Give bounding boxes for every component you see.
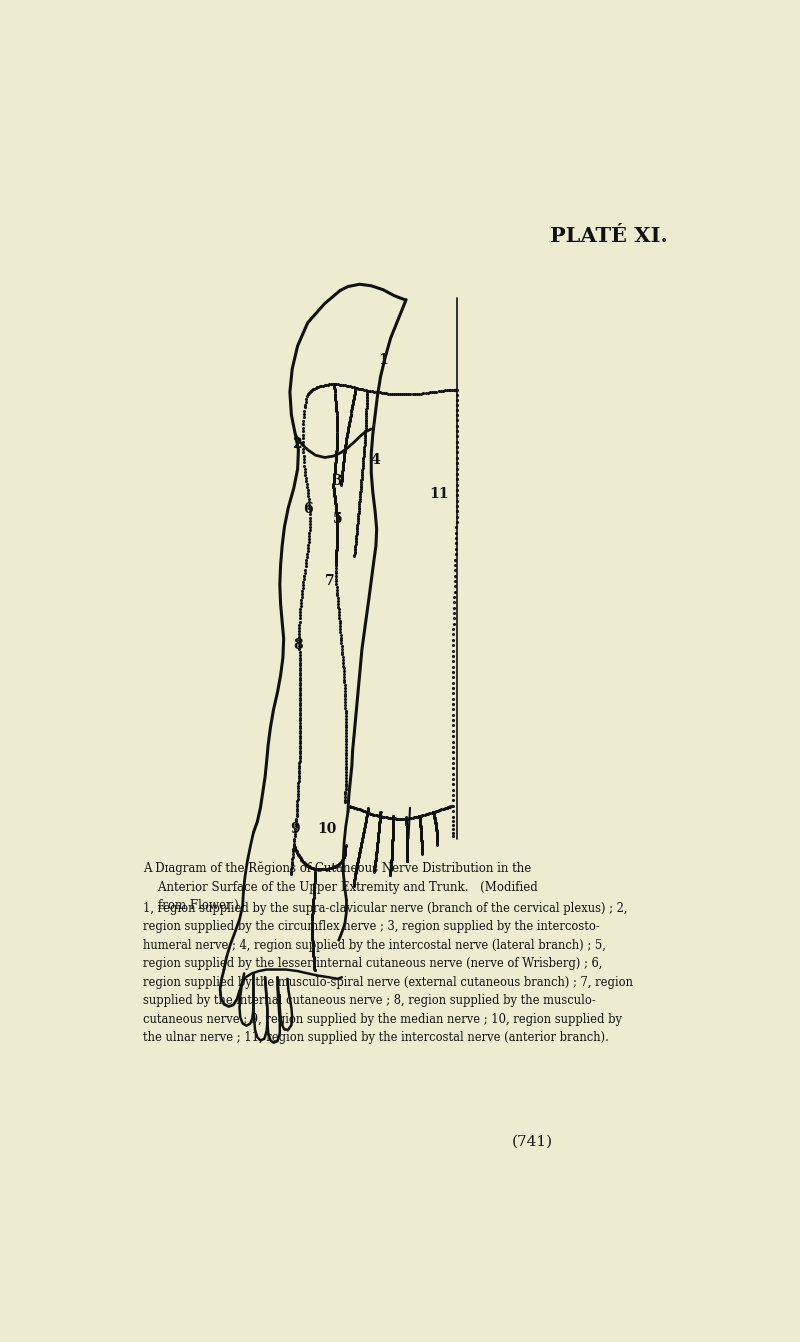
- Text: 6: 6: [303, 502, 313, 517]
- Text: 2: 2: [292, 437, 302, 451]
- Text: 7: 7: [325, 573, 334, 588]
- Text: 11: 11: [430, 487, 450, 501]
- Text: 10: 10: [318, 823, 337, 836]
- Text: 9: 9: [290, 823, 300, 836]
- Text: (741): (741): [512, 1135, 553, 1149]
- Text: 1, region supplied by the supra-clavicular nerve (branch of the cervical plexus): 1, region supplied by the supra-clavicul…: [142, 902, 633, 1044]
- Text: 4: 4: [370, 452, 380, 467]
- Text: PLATÉ XI.: PLATÉ XI.: [550, 227, 667, 247]
- Text: 3: 3: [332, 474, 342, 487]
- Text: 1: 1: [378, 353, 388, 366]
- Text: 5: 5: [333, 513, 342, 526]
- Text: 8: 8: [293, 637, 302, 652]
- Text: A Dɪagram of the Rĕgions of Cutaneous Nerve Distribution in the
    Anterior Sur: A Dɪagram of the Rĕgions of Cutaneous Ne…: [142, 862, 538, 913]
